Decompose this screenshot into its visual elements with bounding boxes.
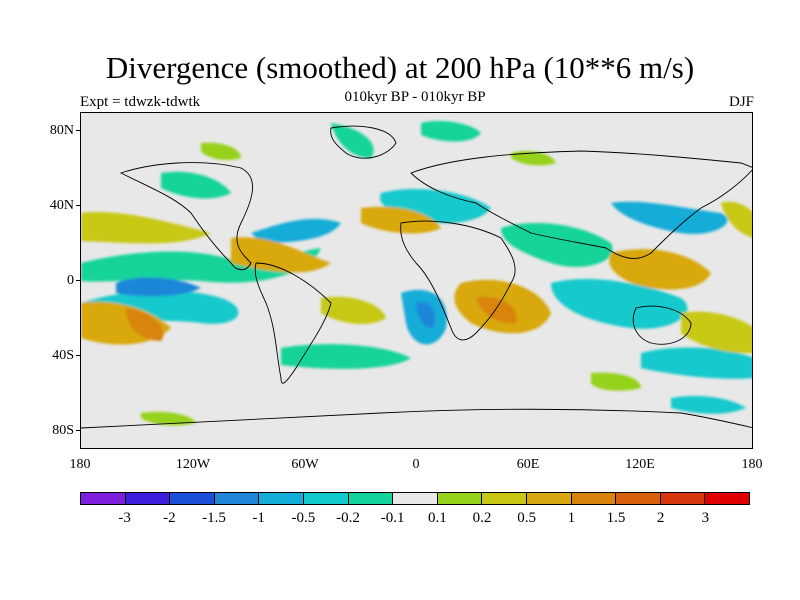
divergence-region bbox=[321, 296, 386, 325]
divergence-region bbox=[361, 206, 441, 234]
divergence-region bbox=[81, 212, 211, 244]
lat-tick bbox=[76, 430, 80, 431]
convergence-region bbox=[551, 278, 688, 329]
north-america-coast bbox=[119, 162, 253, 271]
greenland-coast bbox=[330, 125, 397, 159]
lon-label-180w: 180 bbox=[69, 457, 91, 472]
season-label: DJF bbox=[728, 94, 754, 110]
antarctica-coast bbox=[81, 408, 752, 429]
divergence-region bbox=[591, 372, 641, 391]
lat-label-80n: 80N bbox=[49, 123, 74, 138]
colorbar-swatch bbox=[81, 493, 126, 504]
lat-tick bbox=[76, 205, 80, 206]
lon-label-120e: 120E bbox=[625, 457, 655, 472]
experiment-label: Expt = tdwzk-tdwtk bbox=[80, 94, 201, 110]
convergence-region bbox=[641, 347, 752, 379]
colorbar-label: 0.1 bbox=[427, 510, 447, 526]
convergence-region bbox=[416, 302, 436, 328]
lat-tick bbox=[76, 130, 80, 131]
colorbar-label: -1.5 bbox=[202, 510, 226, 526]
colorbar bbox=[80, 492, 750, 505]
divergence-region bbox=[141, 411, 196, 426]
south-america-coast bbox=[254, 262, 332, 384]
colorbar-swatch bbox=[303, 493, 349, 504]
colorbar-swatch bbox=[348, 493, 394, 504]
lat-label-40s: 40S bbox=[52, 348, 74, 363]
colorbar-swatch bbox=[437, 493, 483, 504]
colorbar-swatch bbox=[214, 493, 260, 504]
australia-coast bbox=[632, 305, 692, 345]
convergence-region bbox=[251, 218, 341, 243]
divergence-region bbox=[721, 201, 752, 238]
colorbar-label: 0.2 bbox=[472, 510, 492, 526]
colorbar-swatch bbox=[125, 493, 171, 504]
colorbar-label: 0.5 bbox=[517, 510, 537, 526]
coastlines bbox=[81, 125, 752, 429]
convergence-region bbox=[81, 248, 321, 283]
colorbar-label: -2 bbox=[163, 510, 176, 526]
colorbar-label: -3 bbox=[118, 510, 131, 526]
divergence-map bbox=[80, 112, 753, 449]
divergence-region bbox=[609, 249, 711, 290]
convergence-region bbox=[116, 277, 201, 297]
lat-label-80s: 80S bbox=[52, 423, 74, 438]
eurasia-coast bbox=[410, 150, 752, 259]
convergence-region bbox=[161, 171, 231, 199]
colorbar-label: -0.5 bbox=[291, 510, 316, 526]
experiment-period-subtitle: 010kyr BP - 010kyr BP bbox=[344, 89, 486, 105]
colorbar-label: 1 bbox=[567, 510, 576, 526]
convergence-region bbox=[501, 223, 613, 267]
colorbar-swatch bbox=[616, 493, 661, 504]
colorbar-swatch bbox=[170, 493, 215, 504]
convergence-region bbox=[671, 396, 746, 414]
colorbar-swatch bbox=[526, 493, 572, 504]
lat-tick bbox=[76, 280, 80, 281]
colorbar-label: 3 bbox=[701, 510, 710, 526]
lat-tick bbox=[76, 355, 80, 356]
lon-label-120w: 120W bbox=[175, 457, 211, 472]
convergence-region bbox=[421, 121, 481, 142]
lon-label-60w: 60W bbox=[291, 457, 319, 472]
divergence-region bbox=[126, 308, 164, 341]
lat-label-40n: 40N bbox=[49, 198, 74, 213]
colorbar-swatch bbox=[660, 493, 706, 504]
colorbar-swatch bbox=[705, 493, 749, 504]
colorbar-label: -0.1 bbox=[380, 510, 405, 526]
colorbar-swatch bbox=[393, 493, 438, 504]
colorbar-label: -1 bbox=[252, 510, 265, 526]
colorbar-label: -0.2 bbox=[336, 510, 360, 526]
divergence-region bbox=[681, 311, 752, 354]
africa-coast bbox=[400, 220, 516, 341]
lon-label-180e: 180 bbox=[741, 457, 763, 472]
lon-label-60e: 60E bbox=[516, 457, 540, 472]
lat-label-equator: 0 bbox=[67, 273, 74, 288]
lon-label-0: 0 bbox=[412, 457, 420, 472]
divergence-region bbox=[511, 151, 556, 166]
colorbar-swatch bbox=[571, 493, 617, 504]
convergence-region bbox=[611, 201, 728, 234]
colorbar-swatch bbox=[259, 493, 304, 504]
colorbar-label: 2 bbox=[656, 510, 665, 526]
convergence-region bbox=[281, 344, 411, 369]
convergence-region bbox=[331, 123, 374, 158]
colorbar-swatch bbox=[482, 493, 527, 504]
map-title: Divergence (smoothed) at 200 hPa (10**6 … bbox=[105, 50, 695, 85]
colorbar-label: 1.5 bbox=[606, 510, 626, 526]
divergence-region bbox=[201, 142, 241, 161]
divergence-region bbox=[476, 297, 517, 324]
divergence-field bbox=[81, 121, 752, 429]
